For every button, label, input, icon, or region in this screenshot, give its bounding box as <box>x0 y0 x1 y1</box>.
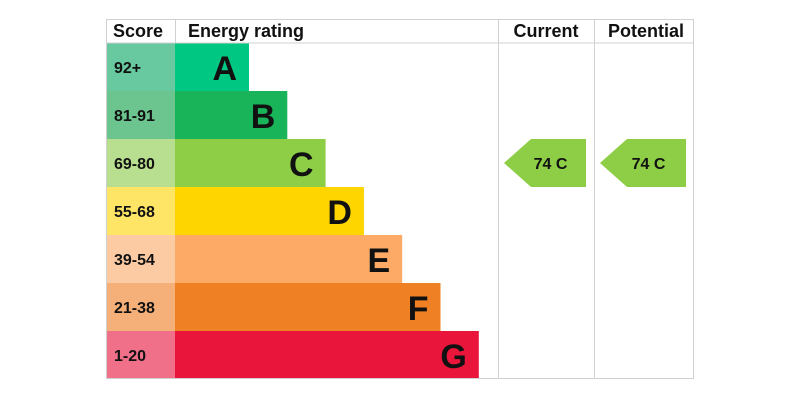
band-bar-e <box>175 235 403 283</box>
band-bar-g <box>175 331 479 379</box>
score-label-e: 39-54 <box>114 252 155 269</box>
band-letter-d: D <box>327 194 352 232</box>
score-label-g: 1-20 <box>114 348 146 365</box>
band-bar-a <box>175 43 249 91</box>
potential-rating-label: 74 C <box>632 156 666 173</box>
score-label-c: 69-80 <box>114 156 155 173</box>
header-score: Score <box>113 21 163 41</box>
band-letter-b: B <box>251 98 276 136</box>
current-indicator: 74 C <box>504 139 586 187</box>
score-cell-c <box>106 139 175 187</box>
band-letter-g: G <box>440 338 466 376</box>
header-potential: Potential <box>608 21 684 41</box>
score-label-a: 92+ <box>114 60 141 77</box>
grid-layer <box>106 19 694 379</box>
header-row: Score Energy rating Current Potential <box>113 21 684 41</box>
current-rating-arrow <box>504 139 586 187</box>
header-energy-rating: Energy rating <box>188 21 304 41</box>
band-letter-e: E <box>368 242 391 280</box>
score-cell-b <box>106 91 175 139</box>
band-bar-c <box>175 139 326 187</box>
band-letter-a: A <box>212 50 237 88</box>
band-bar-d <box>175 187 364 235</box>
potential-indicator: 74 C <box>600 139 686 187</box>
header-current: Current <box>513 21 578 41</box>
band-letter-c: C <box>289 146 314 184</box>
current-rating-label: 74 C <box>534 156 568 173</box>
score-label-b: 81-91 <box>114 108 155 125</box>
score-label-d: 55-68 <box>114 204 155 221</box>
bands-layer: 92+ A 81-91 B 69-80 C 55-68 D 39-54 E 21-38 F 1-20 G <box>106 43 479 379</box>
score-cell-f <box>106 283 175 331</box>
potential-rating-arrow <box>600 139 686 187</box>
score-cell-d <box>106 187 175 235</box>
band-bar-f <box>175 283 441 331</box>
score-cell-a <box>106 43 175 91</box>
band-bar-b <box>175 91 288 139</box>
band-letter-f: F <box>408 290 429 328</box>
score-label-f: 21-38 <box>114 300 155 317</box>
score-cell-e <box>106 235 175 283</box>
score-cell-g <box>106 331 175 379</box>
table-border <box>106 19 694 379</box>
